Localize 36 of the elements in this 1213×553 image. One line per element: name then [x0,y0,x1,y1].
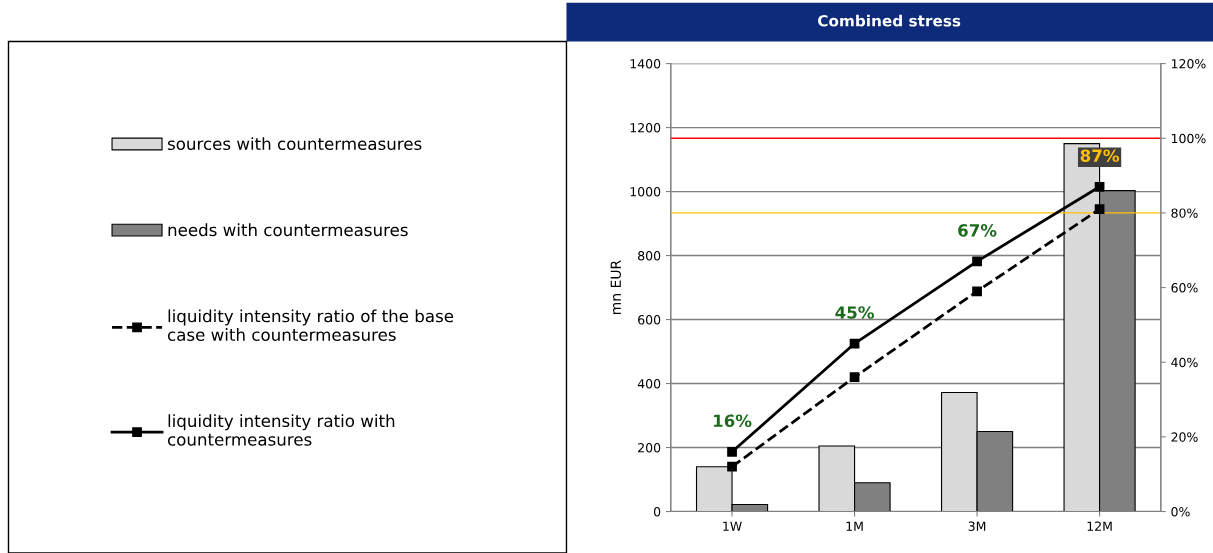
point [849,372,860,383]
point [972,286,982,297]
y-tick-label: 1200 [630,123,661,133]
point [1094,181,1105,192]
x-tick-label: 3M [968,521,986,531]
chart-title: Combined stress [818,14,961,27]
y2-tick-label: 20% [1171,432,1198,442]
legend-label: needs with countermeasures [168,223,408,237]
y-tick-label: 600 [638,315,661,325]
legend-label: liquidity intensity ratio of the base case with countermeasures [167,309,454,341]
point [727,446,737,457]
x-tick-label: 1W [723,521,742,531]
y2-tick-label: 100% [1171,133,1206,144]
legend-label: liquidity intensity ratio with countermeasures [167,414,395,446]
data-label: 87% [1080,149,1119,163]
x-tick-label: 12M [1087,521,1112,531]
y-tick-label: 1400 [630,59,661,69]
y-tick-label: 400 [637,379,661,389]
y2-tick-label: 120% [1171,59,1206,69]
point [972,256,982,267]
data-label: 16% [713,414,752,428]
y-tick-label: 1000 [630,187,661,197]
y-axis-title: mn EUR [610,260,622,314]
legend-label: sources with countermeasures [167,137,422,151]
y-tick-label: 0 [653,507,661,517]
point [1094,204,1105,215]
point [727,461,737,472]
data-label: 67% [958,224,997,237]
y2-tick-label: 0% [1171,507,1190,517]
y2-tick-label: 40% [1171,357,1198,368]
data-label: 45% [835,306,874,319]
y-tick-label: 800 [638,251,661,261]
y2-tick-label: 60% [1171,283,1198,293]
y-tick-label: 200 [638,443,661,453]
y2-tick-label: 80% [1171,208,1198,218]
x-tick-label: 1M [846,521,863,531]
